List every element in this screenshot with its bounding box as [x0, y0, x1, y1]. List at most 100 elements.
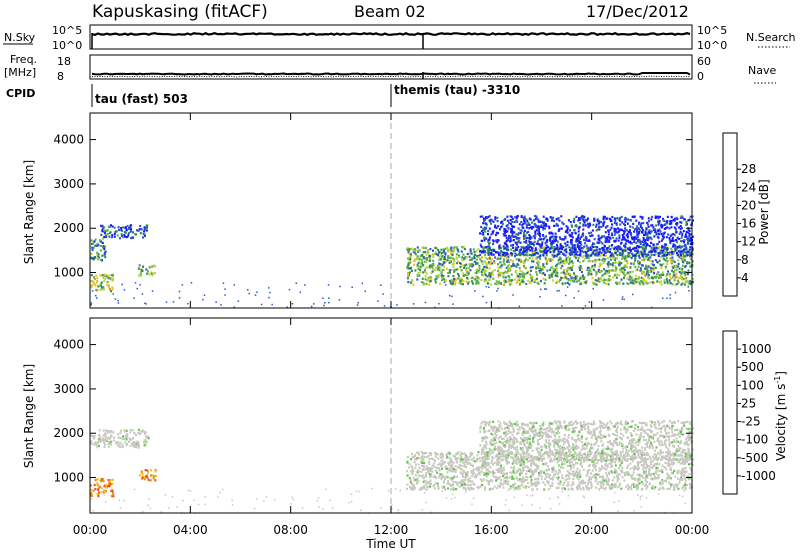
data-cell-4 [552, 267, 555, 270]
data-cell-3 [464, 461, 466, 464]
data-cell-5 [640, 222, 643, 225]
data-cell-4 [613, 273, 616, 276]
data-cell-5 [539, 245, 542, 248]
data-cell-4 [672, 271, 675, 274]
data-cell-4 [544, 256, 547, 259]
data-cell-3 [590, 483, 593, 486]
data-cell-5 [494, 218, 497, 221]
data-cell-4 [587, 260, 590, 263]
data-cell-4 [531, 260, 533, 263]
data-cell-1 [120, 429, 123, 432]
data-cell-0 [103, 273, 106, 276]
data-cell-4 [551, 272, 554, 275]
data-cell-1 [143, 432, 146, 435]
data-cell-scatter [512, 294, 514, 296]
data-cell-0 [112, 493, 115, 496]
data-cell-5 [534, 225, 537, 228]
data-cell-4 [671, 269, 674, 272]
data-cell-4 [620, 267, 623, 270]
data-cell-3 [587, 451, 590, 454]
data-cell-4 [545, 261, 548, 264]
data-cell-4 [612, 276, 615, 279]
data-cell-scatter [539, 296, 541, 298]
data-cell-3 [535, 470, 538, 473]
data-cell-3 [476, 454, 479, 457]
data-cell-4 [660, 273, 663, 276]
data-cell-3 [558, 465, 561, 468]
data-cell-5 [547, 246, 549, 249]
data-cell-4 [546, 269, 549, 272]
data-cell-4 [437, 274, 440, 277]
data-cell-4 [566, 270, 569, 273]
data-cell-5 [622, 238, 625, 241]
data-cell-4 [509, 279, 512, 282]
data-cell-5 [609, 251, 611, 254]
cpid-entry-1: tau (fast) 503 [95, 92, 188, 106]
data-cell-3 [461, 479, 464, 482]
data-cell-3 [540, 475, 543, 478]
data-cell-5 [650, 241, 652, 244]
data-cell-4 [574, 277, 577, 281]
data-cell-4 [447, 275, 450, 278]
data-cell-5 [564, 248, 567, 251]
data-cell-5 [581, 234, 584, 237]
data-cell-3 [688, 457, 691, 460]
data-cell-3 [551, 477, 554, 480]
data-cell-5 [580, 216, 583, 219]
data-cell-1 [93, 435, 96, 438]
data-cell-1 [129, 431, 132, 434]
data-cell-4 [453, 268, 456, 271]
data-cell-4 [577, 257, 580, 260]
data-cell-3 [604, 480, 607, 483]
data-cell-3 [148, 273, 151, 276]
data-cell-4 [527, 279, 530, 282]
data-cell-5 [648, 220, 650, 223]
data-cell-5 [525, 224, 528, 227]
data-cell-4 [422, 283, 425, 286]
data-cell-4 [642, 255, 645, 258]
data-cell-5 [539, 225, 542, 228]
data-cell-4 [468, 252, 471, 255]
data-cell-4 [407, 251, 410, 254]
data-cell-5 [674, 245, 677, 248]
data-cell-3 [642, 468, 645, 471]
data-cell-4 [456, 248, 459, 251]
data-cell-5 [614, 252, 617, 255]
data-cell-5 [506, 215, 509, 218]
data-cell-0 [99, 485, 102, 488]
data-cell-4 [507, 256, 510, 259]
data-cell-3 [668, 464, 671, 467]
data-cell-3 [414, 454, 417, 457]
data-cell-4 [525, 257, 528, 260]
data-cell-4 [563, 260, 566, 263]
data-cell-4 [582, 255, 585, 258]
data-cell-5 [626, 235, 629, 238]
data-cell-4 [676, 265, 678, 268]
data-cell-5 [544, 248, 547, 251]
data-cell-5 [573, 228, 576, 232]
data-cell-4 [460, 250, 463, 253]
data-cell-1 [116, 444, 119, 447]
data-cell-3 [619, 482, 622, 485]
data-cell-5 [598, 251, 601, 254]
data-cell-4 [490, 271, 493, 274]
data-cell-4 [536, 273, 538, 276]
data-cell-1 [145, 440, 148, 443]
data-cell-3 [482, 478, 485, 481]
data-cell-3 [505, 460, 508, 463]
data-cell-3 [621, 476, 624, 479]
data-cell-4 [458, 254, 460, 257]
data-cell-4 [525, 272, 527, 276]
data-cell-4 [555, 263, 558, 266]
data-cell-5 [543, 224, 546, 227]
data-cell-4 [678, 271, 681, 274]
data-cell-0 [103, 279, 106, 282]
data-cell-5 [587, 254, 589, 257]
data-cell-4 [543, 266, 546, 269]
data-cell-3 [457, 457, 460, 460]
data-cell-5 [688, 229, 691, 232]
data-cell-1 [143, 439, 146, 442]
data-cell-4 [497, 269, 499, 272]
data-cell-4 [425, 282, 428, 285]
data-cell-4 [570, 276, 573, 279]
